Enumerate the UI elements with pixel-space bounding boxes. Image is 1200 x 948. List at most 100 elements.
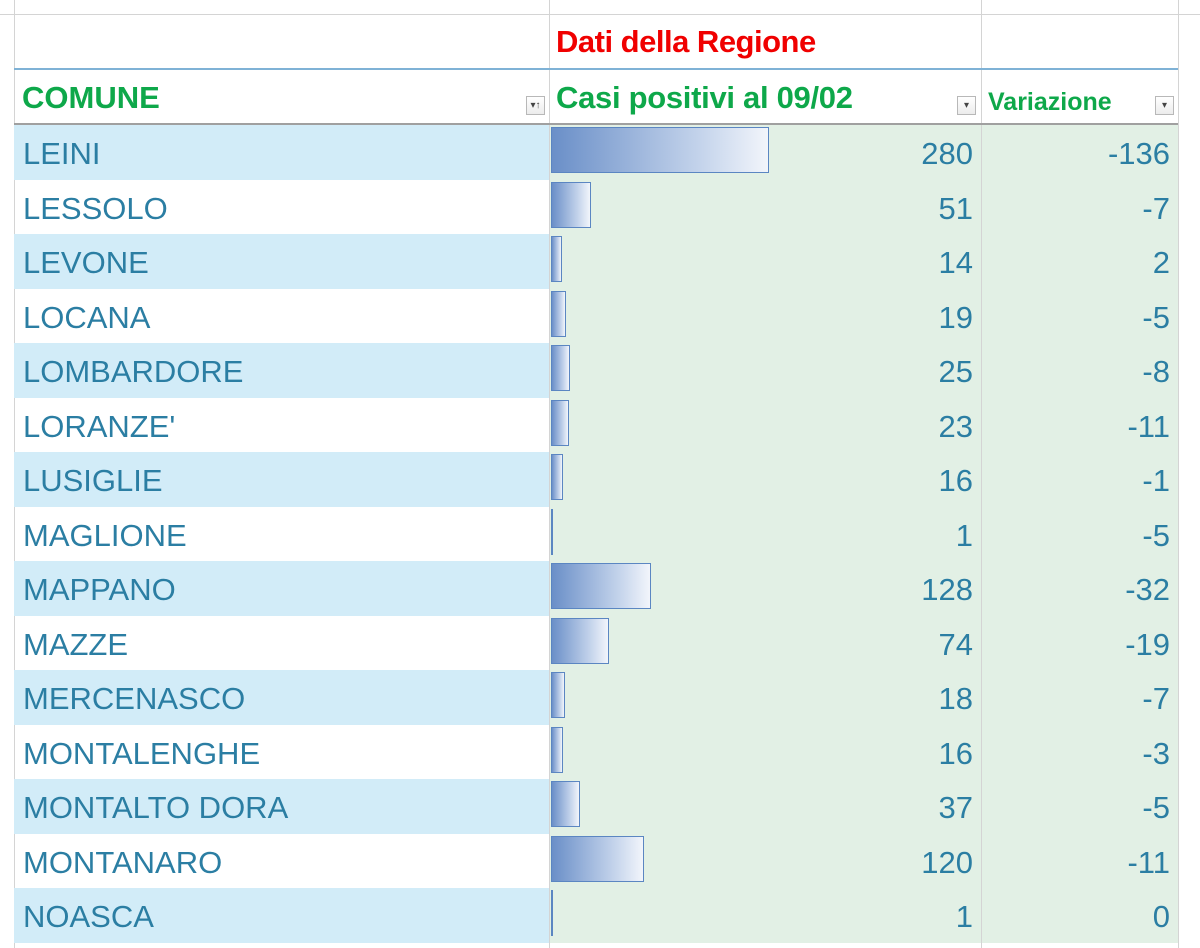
cell-comune[interactable]: MONTALTO DORA bbox=[14, 779, 549, 834]
cell-comune[interactable]: MONTANARO bbox=[14, 834, 549, 889]
cell-variazione[interactable]: -3 bbox=[982, 724, 1178, 779]
filter-dropdown-icon[interactable]: ▾ bbox=[957, 96, 976, 115]
cell-variazione[interactable]: -19 bbox=[982, 615, 1178, 670]
column-header-casi: Casi positivi al 09/02 bbox=[556, 80, 853, 115]
data-bar bbox=[551, 726, 564, 773]
casi-value: 280 bbox=[921, 136, 973, 171]
cell-variazione[interactable]: -11 bbox=[982, 833, 1178, 888]
cell-comune[interactable]: LUSIGLIE bbox=[14, 452, 549, 507]
cell-casi[interactable]: 25 bbox=[550, 343, 981, 398]
table-row[interactable]: MAZZE 74 -19 bbox=[14, 615, 1178, 671]
filter-dropdown-icon[interactable]: ▾ bbox=[1155, 96, 1174, 115]
table-row[interactable]: MAPPANO 128 -32 bbox=[14, 561, 1178, 616]
cell-variazione[interactable]: -136 bbox=[982, 125, 1178, 180]
table-row[interactable]: LOMBARDORE 25 -8 bbox=[14, 343, 1178, 398]
data-bar bbox=[551, 617, 609, 664]
cell-comune[interactable]: LORANZE' bbox=[14, 398, 549, 453]
variazione-value: -5 bbox=[1142, 790, 1170, 825]
casi-value: 1 bbox=[955, 899, 973, 934]
casi-value: 23 bbox=[938, 408, 973, 444]
variazione-value: -5 bbox=[1142, 299, 1170, 335]
cell-comune[interactable]: MAZZE bbox=[14, 616, 549, 671]
group-title: Dati della Regione bbox=[556, 24, 816, 59]
sort-filter-icon[interactable]: ▾↑ bbox=[526, 96, 545, 115]
cell-comune[interactable]: NOASCA bbox=[14, 888, 549, 943]
cell-comune[interactable]: LEVONE bbox=[14, 234, 549, 289]
cell-variazione[interactable]: -5 bbox=[982, 506, 1178, 561]
cell-casi[interactable]: 280 bbox=[550, 125, 981, 180]
comune-name: MERCENASCO bbox=[23, 681, 246, 716]
cell-casi[interactable]: 1 bbox=[550, 506, 981, 561]
variazione-value: -7 bbox=[1142, 190, 1170, 226]
cell-casi[interactable]: 74 bbox=[550, 615, 981, 670]
cell-casi[interactable]: 120 bbox=[550, 833, 981, 888]
cell-variazione[interactable]: -8 bbox=[982, 343, 1178, 398]
casi-value: 51 bbox=[938, 190, 973, 226]
variazione-value: -11 bbox=[1127, 408, 1170, 444]
cell-variazione[interactable]: -5 bbox=[982, 288, 1178, 343]
table-row[interactable]: LOCANA 19 -5 bbox=[14, 288, 1178, 344]
cell-variazione[interactable]: 0 bbox=[982, 888, 1178, 943]
casi-value: 14 bbox=[938, 245, 973, 280]
cell-comune[interactable]: LOMBARDORE bbox=[14, 343, 549, 398]
data-bar bbox=[551, 127, 769, 173]
cell-casi[interactable]: 19 bbox=[550, 288, 981, 343]
cell-casi[interactable]: 1 bbox=[550, 888, 981, 943]
cell-variazione[interactable]: -1 bbox=[982, 452, 1178, 507]
cell-variazione[interactable]: -7 bbox=[982, 179, 1178, 234]
data-bar bbox=[551, 781, 580, 827]
comune-name: LESSOLO bbox=[23, 190, 168, 226]
cell-casi[interactable]: 14 bbox=[550, 234, 981, 289]
data-bar bbox=[551, 835, 645, 882]
header-border bbox=[14, 68, 1178, 70]
casi-value: 25 bbox=[938, 354, 973, 389]
cell-casi[interactable]: 16 bbox=[550, 452, 981, 507]
cell-casi[interactable]: 23 bbox=[550, 397, 981, 452]
table-row[interactable]: LUSIGLIE 16 -1 bbox=[14, 452, 1178, 507]
column-header-variazione: Variazione bbox=[988, 88, 1112, 116]
cell-variazione[interactable]: -7 bbox=[982, 670, 1178, 725]
cell-variazione[interactable]: 2 bbox=[982, 234, 1178, 289]
cell-casi[interactable]: 51 bbox=[550, 179, 981, 234]
variazione-value: -8 bbox=[1142, 354, 1170, 389]
cell-comune[interactable]: LEINI bbox=[14, 125, 549, 180]
cell-comune[interactable]: MAGLIONE bbox=[14, 507, 549, 562]
variazione-value: 0 bbox=[1152, 899, 1170, 934]
gridline bbox=[1178, 0, 1179, 948]
comune-name: MAZZE bbox=[23, 626, 129, 662]
table-row[interactable]: LORANZE' 23 -11 bbox=[14, 397, 1178, 453]
gridline bbox=[0, 14, 1200, 15]
table-row[interactable]: LEVONE 14 2 bbox=[14, 234, 1178, 289]
cell-variazione[interactable]: -32 bbox=[982, 561, 1178, 616]
cell-variazione[interactable]: -5 bbox=[982, 779, 1178, 834]
cell-casi[interactable]: 16 bbox=[550, 724, 981, 779]
cell-comune[interactable]: MONTALENGHE bbox=[14, 725, 549, 780]
table-row[interactable]: LESSOLO 51 -7 bbox=[14, 179, 1178, 235]
comune-name: LEINI bbox=[23, 136, 101, 171]
comune-name: LOMBARDORE bbox=[23, 354, 244, 389]
comune-name: MONTALENGHE bbox=[23, 735, 261, 771]
table-row[interactable]: MERCENASCO 18 -7 bbox=[14, 670, 1178, 725]
cell-casi[interactable]: 37 bbox=[550, 779, 981, 834]
table-row[interactable]: NOASCA 1 0 bbox=[14, 888, 1178, 943]
table-row[interactable]: LEINI 280 -136 bbox=[14, 125, 1178, 180]
table-row[interactable]: MONTANARO 120 -11 bbox=[14, 833, 1178, 889]
cell-comune[interactable]: LESSOLO bbox=[14, 180, 549, 235]
column-header-comune: COMUNE bbox=[22, 80, 160, 115]
variazione-value: -19 bbox=[1125, 626, 1170, 662]
data-bar bbox=[551, 890, 553, 936]
casi-value: 16 bbox=[938, 735, 973, 771]
comune-name: LORANZE' bbox=[23, 408, 176, 444]
cell-variazione[interactable]: -11 bbox=[982, 397, 1178, 452]
cell-comune[interactable]: LOCANA bbox=[14, 289, 549, 344]
table-row[interactable]: MAGLIONE 1 -5 bbox=[14, 506, 1178, 562]
gridline bbox=[549, 0, 550, 948]
cell-casi[interactable]: 18 bbox=[550, 670, 981, 725]
cell-comune[interactable]: MERCENASCO bbox=[14, 670, 549, 725]
table-row[interactable]: MONTALTO DORA 37 -5 bbox=[14, 779, 1178, 834]
casi-value: 37 bbox=[938, 790, 973, 825]
cell-casi[interactable]: 128 bbox=[550, 561, 981, 616]
data-bar bbox=[551, 399, 569, 446]
table-row[interactable]: MONTALENGHE 16 -3 bbox=[14, 724, 1178, 780]
cell-comune[interactable]: MAPPANO bbox=[14, 561, 549, 616]
